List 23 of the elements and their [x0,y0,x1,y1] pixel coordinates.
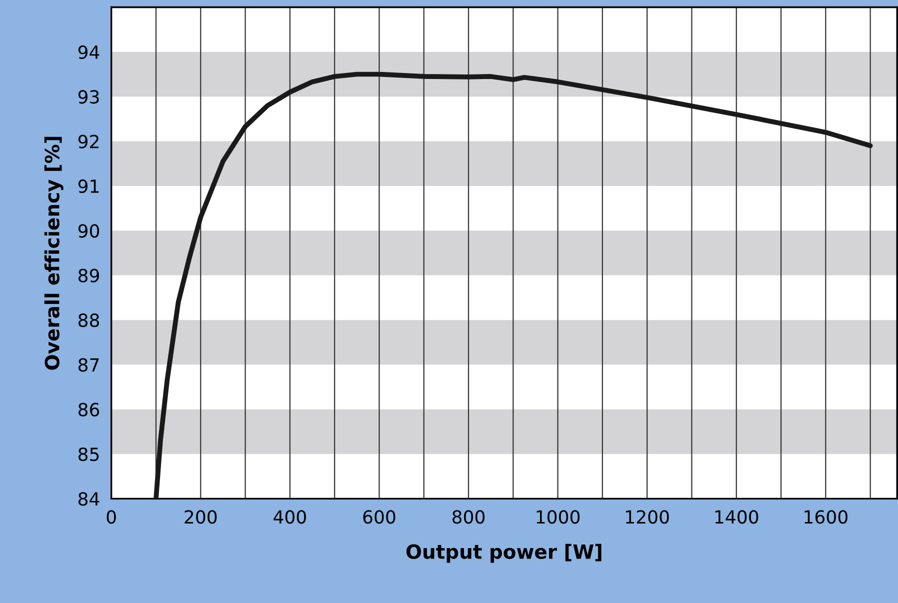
x-axis-title: Output power [W] [406,544,602,563]
x-tick-label: 600 [363,510,396,524]
y-tick-label: 84 [78,492,100,506]
y-tick-label: 92 [78,134,98,148]
y-tick-label: 88 [78,313,100,328]
x-tick-label: 0 [106,510,116,524]
x-tick-label: 1600 [804,510,848,524]
y-tick-label: 90 [78,224,100,238]
y-tick-label: 94 [78,45,100,60]
y-tick-label: 85 [78,447,99,462]
y-tick-label: 91 [78,179,99,194]
x-tick-label: 400 [274,510,306,524]
y-tick-label: 86 [78,402,100,416]
x-tick-label: 800 [452,510,485,524]
y-tick-label: 93 [78,90,99,104]
x-tick-label: 1000 [536,510,580,524]
y-tick-label: 89 [78,268,99,282]
line-series [154,72,873,499]
x-tick-label: 1400 [715,510,758,524]
y-axis-title: Overall efficiency [%] [44,136,64,370]
y-tick-label: 87 [78,358,99,372]
x-tick-label: 1200 [626,510,669,524]
x-tick-label: 200 [184,510,217,524]
